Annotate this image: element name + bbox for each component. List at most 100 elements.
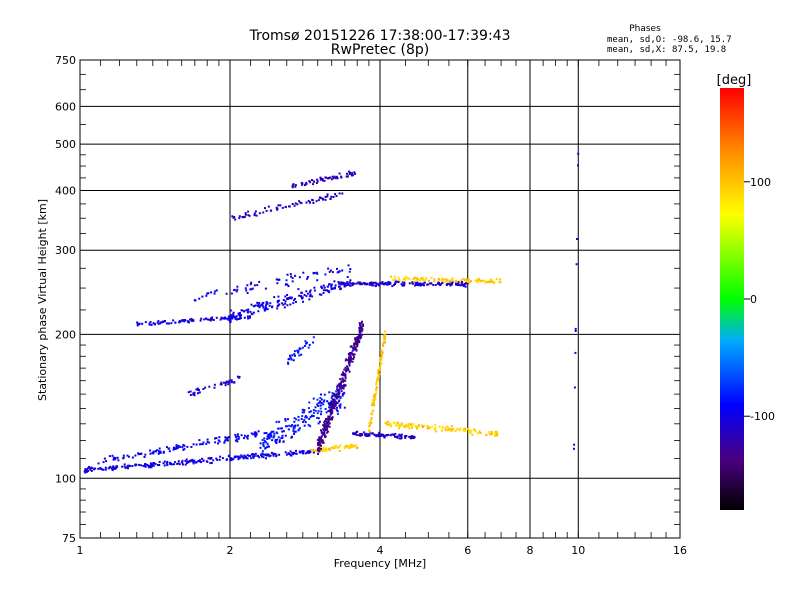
data-point xyxy=(394,421,397,424)
data-point xyxy=(241,216,244,218)
data-point xyxy=(243,316,246,319)
data-point xyxy=(496,431,498,434)
data-point xyxy=(311,414,314,417)
data-point xyxy=(462,429,465,432)
data-point xyxy=(338,399,341,402)
data-point xyxy=(461,283,464,286)
data-point xyxy=(447,426,450,429)
data-point xyxy=(250,432,253,435)
data-point xyxy=(326,289,329,292)
data-point xyxy=(316,398,319,401)
data-point xyxy=(213,292,216,295)
data-point xyxy=(416,283,419,286)
data-point xyxy=(427,283,430,286)
data-point xyxy=(252,305,255,308)
data-point xyxy=(273,296,276,299)
data-point xyxy=(225,380,228,383)
data-point xyxy=(408,278,411,281)
data-point xyxy=(290,358,293,361)
data-point xyxy=(357,335,360,338)
data-point xyxy=(366,282,369,285)
data-point xyxy=(218,458,221,461)
data-point xyxy=(131,456,134,459)
data-point xyxy=(304,415,307,418)
data-point xyxy=(332,447,335,450)
data-point xyxy=(365,434,368,437)
data-point xyxy=(261,452,264,455)
data-point xyxy=(478,430,481,433)
data-point xyxy=(162,321,165,323)
data-point xyxy=(254,452,257,455)
data-point xyxy=(494,434,497,437)
data-point xyxy=(411,426,414,429)
data-point xyxy=(283,306,286,309)
data-point xyxy=(477,277,480,280)
data-point xyxy=(304,183,307,186)
data-point xyxy=(273,432,276,435)
data-point xyxy=(193,299,196,302)
data-point xyxy=(396,424,399,427)
data-point xyxy=(466,428,469,431)
data-point xyxy=(381,434,384,437)
data-point xyxy=(317,199,320,202)
data-point xyxy=(462,284,465,287)
data-point xyxy=(229,318,232,321)
data-point xyxy=(459,427,462,430)
data-point xyxy=(223,441,226,444)
data-point xyxy=(454,429,457,432)
data-point xyxy=(379,366,382,369)
data-point xyxy=(297,419,300,422)
data-point xyxy=(417,425,420,428)
data-point xyxy=(318,440,321,443)
data-point xyxy=(182,463,184,466)
data-point xyxy=(400,422,403,425)
data-point xyxy=(411,282,414,285)
data-point xyxy=(359,331,362,334)
data-point xyxy=(200,461,203,464)
data-point xyxy=(229,315,231,318)
data-point xyxy=(282,430,285,433)
data-point xyxy=(257,303,260,306)
data-point xyxy=(287,362,290,365)
data-point xyxy=(247,308,250,311)
data-point xyxy=(574,327,577,330)
data-point xyxy=(344,377,347,379)
data-point xyxy=(261,302,264,305)
data-point xyxy=(347,367,350,370)
data-point xyxy=(305,201,308,204)
data-point xyxy=(281,427,283,430)
data-point xyxy=(423,284,425,287)
data-point xyxy=(205,442,208,445)
data-point xyxy=(263,437,266,440)
data-point xyxy=(355,282,358,285)
data-point xyxy=(181,459,184,462)
data-point xyxy=(338,192,341,195)
chart-title-line2: RwPretec (8p) xyxy=(331,42,429,58)
data-point xyxy=(292,452,295,455)
data-point xyxy=(243,437,245,440)
data-point xyxy=(332,402,335,405)
data-point xyxy=(158,447,161,450)
data-point xyxy=(108,466,111,469)
data-point xyxy=(347,264,350,267)
data-point xyxy=(346,276,349,278)
data-point xyxy=(259,442,262,445)
data-point xyxy=(340,387,343,390)
data-point xyxy=(368,429,370,432)
data-point xyxy=(349,443,352,446)
data-point xyxy=(344,282,347,285)
data-point xyxy=(189,390,192,393)
data-point xyxy=(344,375,347,377)
data-point xyxy=(339,404,342,407)
data-point xyxy=(339,378,342,381)
data-point xyxy=(324,426,327,428)
data-point xyxy=(123,463,126,466)
data-point xyxy=(424,279,427,282)
data-point xyxy=(158,460,161,463)
data-point xyxy=(400,433,403,436)
data-point xyxy=(267,433,270,436)
data-point xyxy=(185,458,188,461)
data-point xyxy=(496,432,499,435)
data-point xyxy=(354,432,357,435)
data-point xyxy=(309,181,312,184)
